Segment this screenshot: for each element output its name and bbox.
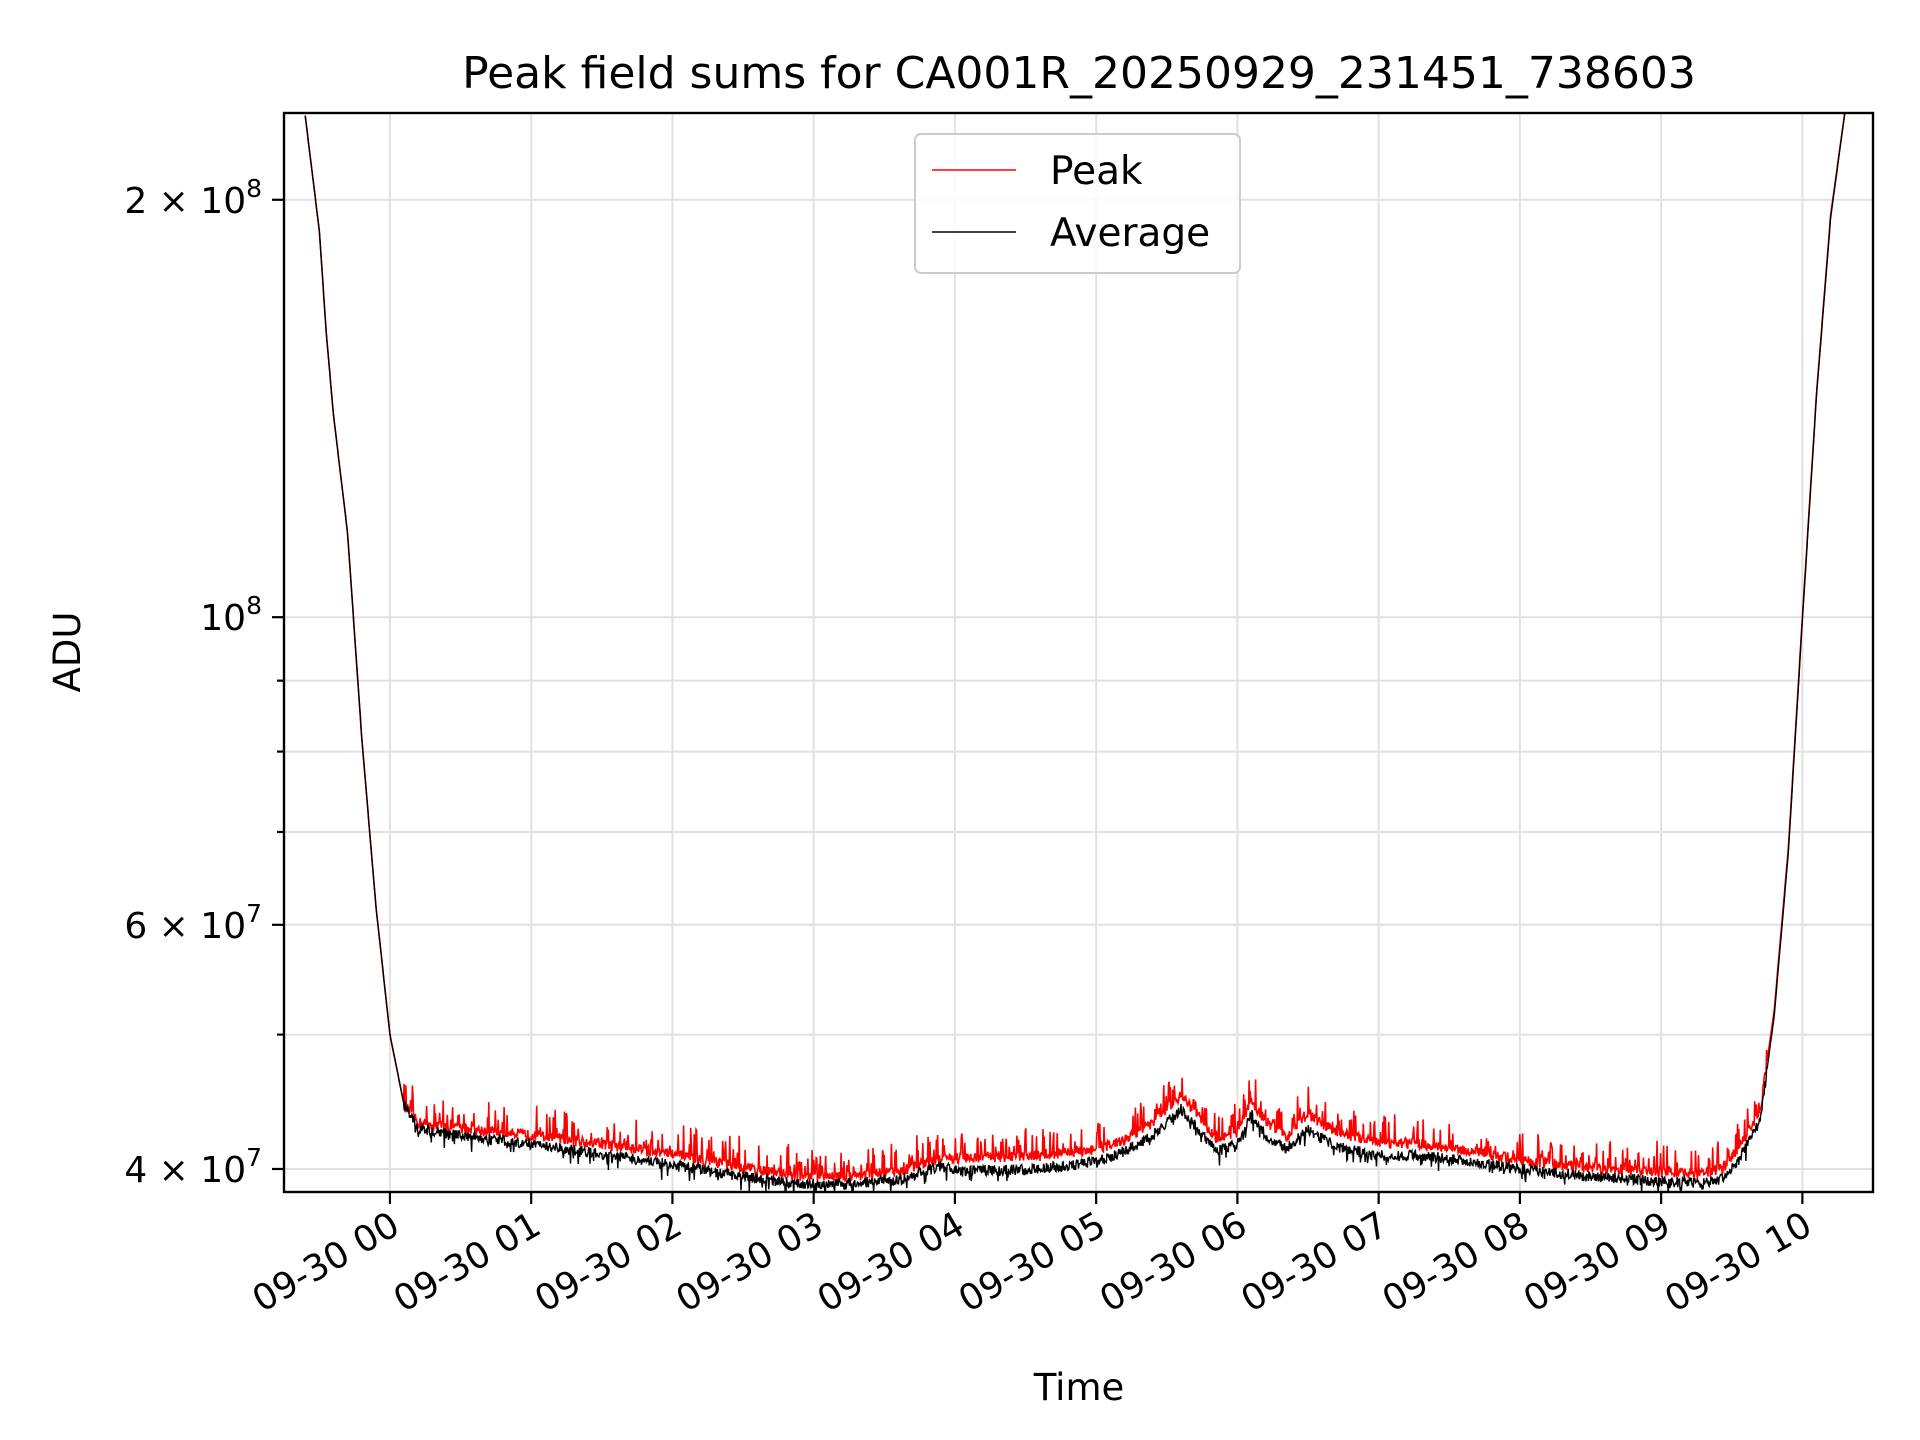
legend-label-average: Average bbox=[1050, 211, 1210, 256]
y-tick-label: 6 × 107 bbox=[124, 899, 262, 947]
chart-title: Peak field sums for CA001R_20250929_2314… bbox=[462, 48, 1696, 99]
plot-frame bbox=[282, 111, 1875, 1194]
y-axis-label: ADU bbox=[46, 612, 89, 693]
series-layer bbox=[304, 113, 1846, 1192]
y-tick-label: 2 × 108 bbox=[124, 174, 262, 222]
y-tick-label: 4 × 107 bbox=[124, 1143, 262, 1191]
legend: Peak Average bbox=[914, 133, 1241, 274]
series-line-average bbox=[304, 113, 1846, 1192]
grid bbox=[284, 113, 1873, 1192]
legend-box bbox=[914, 133, 1241, 274]
series-line-peak bbox=[304, 113, 1846, 1182]
y-axis: 4 × 107 6 × 107 108 2 × 108 bbox=[124, 174, 284, 1191]
x-axis-label: Time bbox=[1033, 1366, 1125, 1409]
legend-label-peak: Peak bbox=[1050, 149, 1143, 194]
y-tick-label: 108 bbox=[200, 591, 262, 639]
